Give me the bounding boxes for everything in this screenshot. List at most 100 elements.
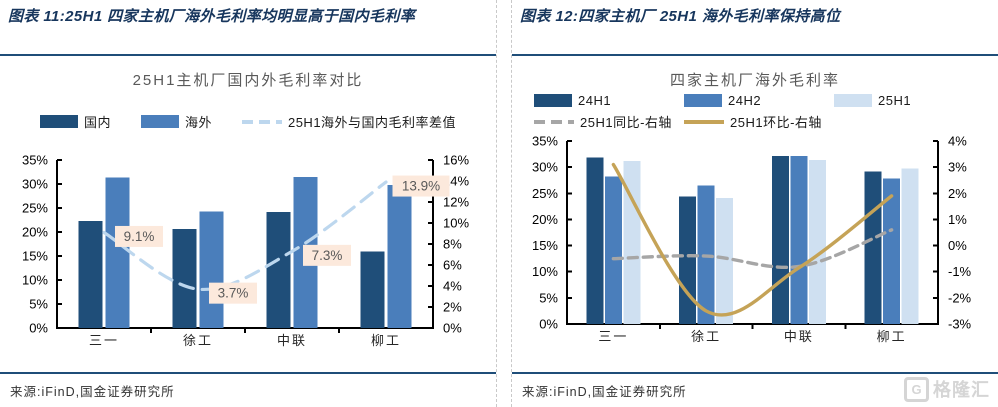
category-label: 三一 (598, 329, 628, 344)
legend-label-domestic: 国内 (83, 115, 111, 130)
left-axis-label: 0% (539, 317, 558, 332)
category-label: 徐工 (691, 329, 721, 344)
category-label: 徐工 (183, 333, 213, 348)
right-axis-label: 0% (948, 238, 967, 253)
figure-11: 图表 11:25H1 四家主机厂海外毛利率均明显高于国内毛利率 25H1主机厂国… (0, 0, 497, 407)
bar-25H1-柳工 (901, 168, 919, 324)
source-note-left: 来源:iFinD,国金证券研究所 (10, 385, 175, 399)
legend-item-margin-gap: 25H1海外与国内毛利率差值 (241, 112, 457, 131)
bar-25H1-三一 (623, 160, 641, 324)
bar-24H2-中联 (790, 156, 808, 324)
legend-item-qoq: 25H1环比-右轴 (684, 112, 834, 131)
gelonghui-watermark: G 格隆汇 (904, 376, 990, 402)
bar-25H1-徐工 (716, 197, 734, 324)
right-axis-label: 12% (443, 195, 469, 210)
legend-item-yoy: 25H1同比-右轴 (534, 112, 684, 131)
right-axis-label: -1% (948, 264, 972, 279)
right-axis-label: 6% (443, 258, 462, 273)
category-label: 中联 (784, 329, 814, 344)
right-axis-label: 10% (443, 216, 469, 231)
line-25H1海外与国内毛利率差值 (102, 180, 388, 291)
right-axis-label: 8% (443, 237, 462, 252)
bar-24H2-三一 (604, 176, 622, 324)
legend-swatch-qoq-line (684, 119, 724, 124)
bar-国内-中联 (266, 211, 291, 328)
source-divider-right (512, 372, 998, 374)
left-axis-label: 30% (22, 177, 48, 192)
chart2-legend-row1: 24H1 24H2 25H1 (512, 93, 998, 108)
bar-海外-柳工 (387, 184, 412, 328)
bar-国内-三一 (78, 220, 103, 328)
bar-25H1-中联 (808, 159, 826, 324)
right-axis-label: 4% (948, 134, 967, 149)
legend-label-overseas: 海外 (184, 115, 212, 130)
gelonghui-logo-icon: G (904, 376, 929, 402)
right-axis-label: 4% (443, 279, 462, 294)
legend-label-yoy: 25H1同比-右轴 (580, 115, 672, 130)
left-axis-label: 5% (29, 297, 48, 312)
bar-24H2-柳工 (883, 178, 901, 324)
legend-item-24h1: 24H1 (534, 93, 684, 108)
chart2-plot: 0% 5% 10% 15% 20% 25% 30% 35% -3% -2% -1% 0% 1% 2% 3% 4… (532, 134, 972, 345)
legend-label-qoq: 25H1环比-右轴 (730, 115, 822, 130)
legend-label-25h1: 25H1 (878, 93, 912, 108)
legend-label-margin-gap: 25H1海外与国内毛利率差值 (287, 115, 457, 130)
right-axis-label: 14% (443, 174, 469, 189)
left-axis-label: 5% (539, 290, 558, 305)
caption-divider-left (0, 54, 496, 56)
legend-label-24h1: 24H1 (578, 93, 612, 108)
gelonghui-watermark-text: 格隆汇 (933, 380, 990, 400)
legend-swatch-24h2 (684, 94, 722, 107)
chart1-title: 25H1主机厂国内外毛利率对比 (132, 72, 364, 89)
point-label-bg (209, 282, 257, 304)
right-axis-label: 1% (948, 212, 967, 227)
legend-item-25h1: 25H1 (834, 93, 984, 108)
left-axis-label: 0% (29, 321, 48, 336)
right-axis-label: 16% (443, 153, 469, 168)
chart2-legend-row2: 25H1同比-右轴 25H1环比-右轴 (512, 112, 998, 131)
bar-国内-徐工 (172, 229, 197, 328)
legend-item-overseas: 海外 (140, 112, 212, 131)
point-label: 13.9% (402, 179, 440, 194)
legend-swatch-24h1 (534, 94, 572, 107)
left-axis-label: 35% (22, 153, 48, 168)
bar-海外-徐工 (199, 211, 224, 328)
figure-12-caption: 图表 12:四家主机厂 25H1 海外毛利率保持高位 (520, 8, 841, 25)
source-note-right: 来源:iFinD,国金证券研究所 (522, 385, 687, 399)
right-axis-label: 0% (443, 321, 462, 336)
line-25H1同比-右轴 (611, 228, 894, 269)
legend-swatch-25h1 (834, 94, 872, 107)
bar-24H1-柳工 (864, 171, 882, 324)
legend-swatch-overseas (140, 115, 179, 128)
right-axis-label: 2% (443, 300, 462, 315)
point-label: 7.3% (312, 248, 343, 263)
left-axis-label: 20% (22, 225, 48, 240)
bar-24H1-徐工 (679, 196, 697, 324)
chart2-title: 四家主机厂海外毛利率 (669, 72, 840, 89)
category-label: 柳工 (877, 329, 907, 344)
figure-12: 图表 12:四家主机厂 25H1 海外毛利率保持高位 四家主机厂海外毛利率 24… (511, 0, 998, 407)
left-axis-label: 25% (22, 201, 48, 216)
caption-divider-right (512, 54, 998, 56)
point-label-bg (115, 225, 163, 247)
category-label: 三一 (89, 333, 119, 348)
left-axis-label: 20% (532, 212, 558, 227)
left-axis-label: 35% (532, 134, 558, 149)
point-label-bg (392, 175, 450, 197)
chart1-legend: 国内 海外 25H1海外与国内毛利率差值 (0, 112, 496, 131)
source-divider-left (0, 372, 496, 374)
left-axis-label: 15% (532, 238, 558, 253)
chart1-plot: 0% 5% 10% 15% 20% 25% 30% 35% 0% 2% 4% 6% 8% 10% 12% 14… (22, 153, 469, 349)
legend-label-24h2: 24H2 (728, 93, 762, 108)
bar-海外-三一 (105, 177, 130, 328)
right-axis-label: -3% (948, 317, 972, 332)
right-axis-label: -2% (948, 290, 972, 305)
left-axis-label: 25% (532, 186, 558, 201)
legend-swatch-margin-gap-line (241, 119, 282, 124)
right-axis-label: 2% (948, 186, 967, 201)
bar-国内-柳工 (360, 251, 385, 328)
left-axis-label: 10% (22, 273, 48, 288)
legend-item-24h2: 24H2 (684, 93, 834, 108)
right-axis-label: 3% (948, 160, 967, 175)
bar-24H1-中联 (771, 156, 789, 324)
